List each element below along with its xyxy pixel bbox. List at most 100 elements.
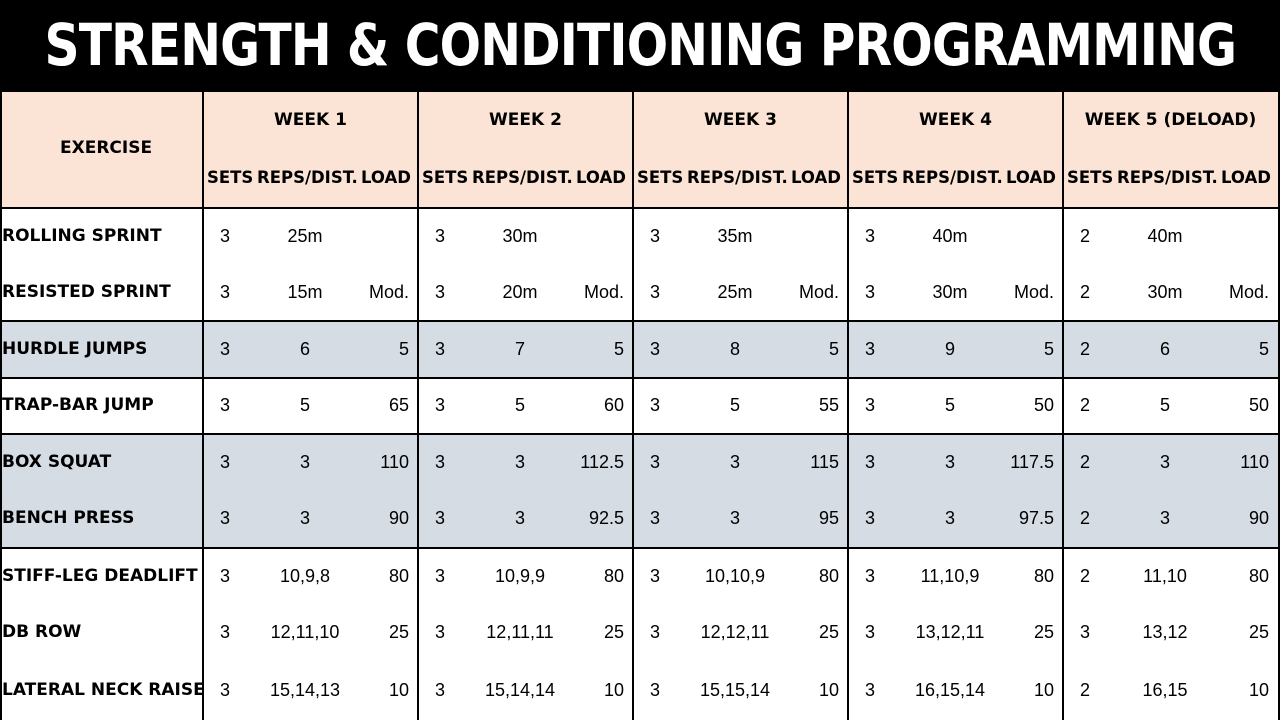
shaded-band-strength bbox=[0, 434, 1280, 548]
sets-value: 3 bbox=[219, 680, 230, 700]
reps-value: 3 bbox=[944, 508, 955, 528]
reps-value: 40m bbox=[1147, 226, 1183, 246]
row-divider bbox=[0, 433, 1280, 435]
reps-value: 12,12,11 bbox=[700, 622, 770, 642]
load-column-label: LOAD bbox=[576, 168, 626, 187]
sets-value: 3 bbox=[649, 339, 660, 359]
week-header: WEEK 2 bbox=[489, 110, 562, 130]
sets-value: 3 bbox=[219, 452, 230, 472]
sets-column-label: SETS bbox=[1067, 168, 1114, 187]
load-value: 110 bbox=[1240, 452, 1269, 472]
reps-value: 5 bbox=[944, 395, 955, 415]
reps-value: 3 bbox=[514, 452, 525, 472]
load-value: 50 bbox=[1033, 395, 1054, 415]
sets-value: 3 bbox=[1079, 622, 1090, 642]
reps-column-label: REPS/DIST. bbox=[1117, 168, 1218, 187]
load-value: 112.5 bbox=[580, 452, 624, 472]
reps-value: 15,15,14 bbox=[699, 680, 771, 700]
load-value: 92.5 bbox=[588, 508, 624, 528]
column-divider bbox=[1062, 90, 1064, 720]
exercise-name: STIFF-LEG DEADLIFT bbox=[2, 566, 198, 586]
reps-value: 11,10,9 bbox=[920, 566, 980, 586]
sets-value: 3 bbox=[434, 226, 445, 246]
load-column-label: LOAD bbox=[361, 168, 411, 187]
load-value: 80 bbox=[603, 566, 624, 586]
sets-value: 3 bbox=[649, 508, 660, 528]
sets-value: 2 bbox=[1079, 282, 1090, 302]
reps-value: 30m bbox=[502, 226, 538, 246]
sets-value: 3 bbox=[864, 508, 875, 528]
reps-column-label: REPS/DIST. bbox=[902, 168, 1003, 187]
sets-value: 3 bbox=[864, 452, 875, 472]
sets-value: 3 bbox=[864, 339, 875, 359]
column-divider bbox=[0, 90, 2, 720]
title-bar: STRENGTH & CONDITIONING PROGRAMMING bbox=[0, 0, 1280, 90]
load-value: 115 bbox=[810, 452, 839, 472]
exercise-name: RESISTED SPRINT bbox=[2, 282, 171, 302]
load-value: 25 bbox=[1033, 622, 1054, 642]
column-divider bbox=[847, 90, 849, 720]
reps-value: 6 bbox=[299, 339, 310, 359]
load-column-label: LOAD bbox=[1221, 168, 1271, 187]
row-divider bbox=[0, 320, 1280, 322]
week-header: WEEK 5 (DELOAD) bbox=[1084, 110, 1257, 130]
exercise-header: EXERCISE bbox=[60, 138, 153, 158]
exercise-name: BOX SQUAT bbox=[2, 452, 112, 472]
reps-value: 10,9,9 bbox=[494, 566, 546, 586]
sets-value: 3 bbox=[649, 680, 660, 700]
reps-value: 30m bbox=[932, 282, 968, 302]
reps-value: 3 bbox=[729, 452, 740, 472]
sets-value: 3 bbox=[864, 282, 875, 302]
sets-value: 3 bbox=[434, 508, 445, 528]
reps-value: 3 bbox=[299, 508, 310, 528]
column-divider bbox=[1278, 90, 1280, 720]
sets-value: 3 bbox=[434, 452, 445, 472]
load-value: 60 bbox=[603, 395, 624, 415]
load-value: 80 bbox=[818, 566, 839, 586]
reps-value: 16,15,14 bbox=[914, 680, 986, 700]
exercise-name: LATERAL NECK RAISE bbox=[2, 680, 205, 700]
reps-value: 13,12 bbox=[1142, 622, 1188, 642]
load-value: Mod. bbox=[1013, 282, 1054, 302]
reps-value: 5 bbox=[729, 395, 740, 415]
sets-value: 2 bbox=[1079, 395, 1090, 415]
reps-value: 11,10 bbox=[1143, 566, 1187, 586]
load-value: 90 bbox=[1248, 508, 1269, 528]
exercise-name: ROLLING SPRINT bbox=[2, 226, 162, 246]
reps-column-label: REPS/DIST. bbox=[257, 168, 358, 187]
load-value: 95 bbox=[818, 508, 839, 528]
sets-value: 3 bbox=[434, 395, 445, 415]
reps-value: 9 bbox=[944, 339, 955, 359]
reps-value: 8 bbox=[729, 339, 740, 359]
load-value: 10 bbox=[818, 680, 839, 700]
sets-column-label: SETS bbox=[422, 168, 469, 187]
reps-value: 6 bbox=[1159, 339, 1170, 359]
sets-value: 3 bbox=[219, 622, 230, 642]
reps-value: 3 bbox=[1159, 508, 1170, 528]
sets-value: 3 bbox=[864, 395, 875, 415]
exercise-name: HURDLE JUMPS bbox=[2, 339, 148, 359]
sets-value: 3 bbox=[864, 566, 875, 586]
reps-column-label: REPS/DIST. bbox=[472, 168, 573, 187]
load-value: 50 bbox=[1248, 395, 1269, 415]
column-divider bbox=[417, 90, 419, 720]
sets-value: 3 bbox=[649, 226, 660, 246]
sets-value: 3 bbox=[434, 339, 445, 359]
load-value: 80 bbox=[1033, 566, 1054, 586]
reps-value: 12,11,11 bbox=[486, 622, 554, 642]
load-value: 117.5 bbox=[1010, 452, 1054, 472]
reps-value: 5 bbox=[299, 395, 310, 415]
load-value: 5 bbox=[828, 339, 839, 359]
sets-value: 3 bbox=[649, 622, 660, 642]
sets-value: 2 bbox=[1079, 226, 1090, 246]
reps-value: 5 bbox=[514, 395, 525, 415]
row-divider bbox=[0, 377, 1280, 379]
reps-value: 12,11,10 bbox=[270, 622, 340, 642]
sets-column-label: SETS bbox=[852, 168, 899, 187]
reps-value: 25m bbox=[287, 226, 323, 246]
reps-value: 3 bbox=[514, 508, 525, 528]
reps-value: 15,14,14 bbox=[484, 680, 556, 700]
load-value: 97.5 bbox=[1018, 508, 1054, 528]
row-divider bbox=[0, 90, 1280, 92]
load-value: Mod. bbox=[583, 282, 624, 302]
